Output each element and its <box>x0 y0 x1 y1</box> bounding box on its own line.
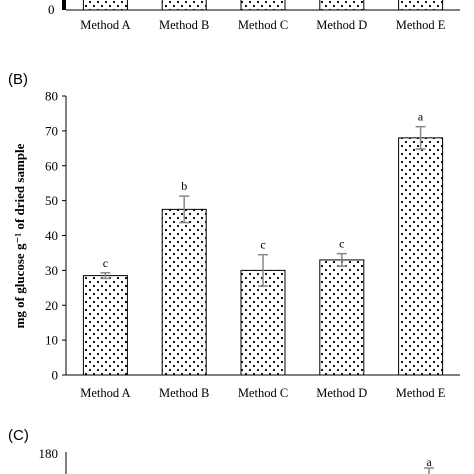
panel-a-category-method-a: Method A <box>80 18 130 32</box>
significance-method-a: c <box>103 256 108 270</box>
panel-a-bar-method-a <box>82 0 128 11</box>
panel-a-category-method-d: Method D <box>316 18 367 32</box>
panel-c-label: (C) <box>8 427 29 444</box>
panel-a-bar-method-c <box>240 0 286 11</box>
significance-method-d: c <box>339 237 344 251</box>
category-label-method-b: Method B <box>159 386 209 400</box>
y-tick-label-80: 80 <box>45 89 58 104</box>
significance-method-e: a <box>418 110 424 124</box>
panel-a-zero-tick: 0 <box>48 2 55 17</box>
bar-method-c <box>240 269 286 376</box>
significance-method-c: c <box>260 238 265 252</box>
category-label-method-d: Method D <box>316 386 367 400</box>
category-label-method-c: Method C <box>238 386 288 400</box>
y-axis-label: mg of glucose g⁻¹ of dried sample <box>12 143 27 328</box>
panel-a-bar-method-b <box>161 0 207 11</box>
y-tick-label-30: 30 <box>45 263 58 278</box>
panel-a-category-method-b: Method B <box>159 18 209 32</box>
panel-a-category-method-c: Method C <box>238 18 288 32</box>
y-tick-label-50: 50 <box>45 193 58 208</box>
panel-c: (C) 180 a <box>8 427 434 474</box>
bar-method-a <box>82 275 128 376</box>
significance-method-b: b <box>181 179 187 193</box>
panel-c-sig-label: a <box>426 455 432 469</box>
y-tick-label-20: 20 <box>45 298 58 313</box>
bar-method-d <box>319 259 365 376</box>
panel-a: 0 Method A Method B Method C Method D Method… <box>48 0 460 32</box>
panel-a-bar-method-e <box>398 0 444 11</box>
category-label-method-a: Method A <box>80 386 130 400</box>
panel-a-bar-method-d <box>319 0 365 11</box>
panel-b: (B) mg of glucose g⁻¹ of dried sample 0 1… <box>8 71 460 400</box>
panel-a-category-method-e: Method E <box>396 18 446 32</box>
bar-method-e <box>398 137 444 376</box>
y-tick-label-70: 70 <box>45 123 58 138</box>
y-tick-label-10: 10 <box>45 333 58 348</box>
panel-b-label: (B) <box>8 71 28 88</box>
category-label-method-e: Method E <box>396 386 446 400</box>
bar-method-b <box>161 208 207 376</box>
y-tick-label-0: 0 <box>52 368 59 383</box>
y-tick-label-60: 60 <box>45 158 58 173</box>
y-tick-label-40: 40 <box>45 228 58 243</box>
panel-a-y-axis-stub <box>62 0 66 10</box>
panel-c-ytick-180: 180 <box>39 446 59 461</box>
